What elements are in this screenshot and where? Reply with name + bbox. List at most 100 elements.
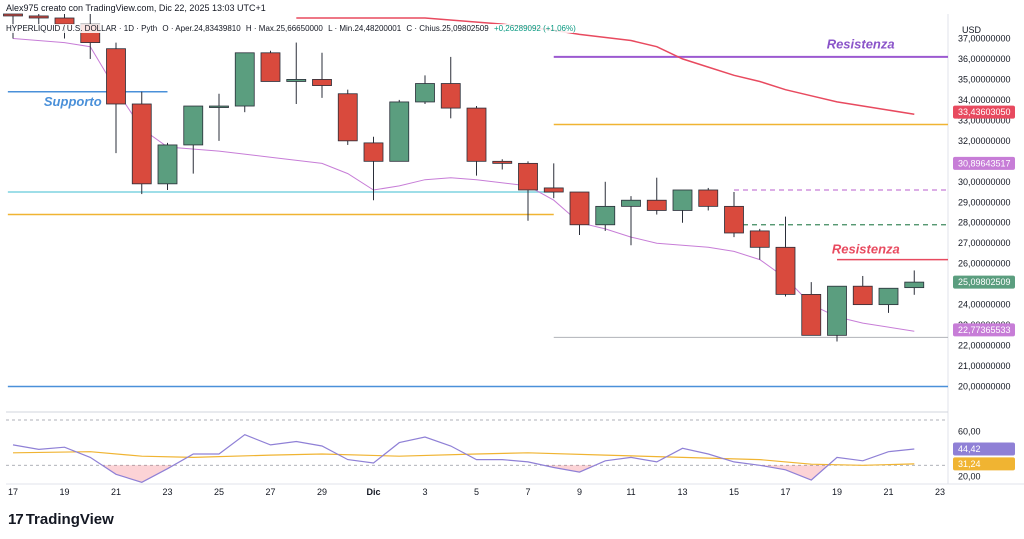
candle-body	[260, 52, 281, 82]
candle-body	[286, 79, 307, 82]
time-tick-label: 19	[59, 487, 69, 497]
candle-body	[466, 107, 487, 162]
candle	[724, 192, 744, 238]
rsi-panel	[6, 419, 948, 483]
candle	[518, 161, 538, 221]
time-tick-label: 29	[317, 487, 327, 497]
time-tick-label: 25	[214, 487, 224, 497]
price-tick-label: 35,00000000	[958, 74, 1011, 84]
price-tick-label: 34,00000000	[958, 95, 1011, 105]
price-tick-label: 32,00000000	[958, 136, 1011, 146]
time-tick-label: 7	[525, 487, 530, 497]
chart-caption: Alex975 creato con TradingView.com, Dic …	[6, 3, 266, 13]
price-badge-bg	[953, 156, 1015, 170]
brand-name: TradingView	[25, 511, 114, 528]
ma-fast-line	[12, 38, 915, 332]
candle	[698, 187, 719, 211]
price-tick-label: 24,00000000	[958, 300, 1011, 310]
candle	[389, 99, 410, 162]
candle	[775, 216, 796, 297]
candle-body	[724, 205, 744, 234]
candle	[337, 89, 358, 145]
rsi-tick-label: 60,00	[958, 426, 981, 436]
candle-body	[646, 199, 667, 211]
price-axis[interactable]: 20,0000000021,0000000022,0000000023,0000…	[953, 33, 1015, 482]
time-tick-label: 3	[422, 487, 427, 497]
price-tick-label: 27,00000000	[958, 238, 1011, 248]
tradingview-logo-icon: 17	[8, 511, 24, 528]
candle-body	[337, 93, 358, 142]
time-tick-label: 23	[935, 487, 945, 497]
candle-body	[492, 160, 513, 164]
candle-body	[415, 83, 435, 103]
candle	[492, 159, 513, 170]
candle-body	[904, 281, 925, 289]
candle	[312, 52, 332, 98]
close-value: C · Chius.25,09802509	[406, 24, 489, 33]
price-badge-text: 33,43603050	[958, 107, 1011, 117]
low-value: L · Min.24,48200001	[328, 24, 402, 33]
price-tick-label: 37,00000000	[958, 33, 1011, 43]
candle-body	[312, 79, 332, 86]
candle-body	[698, 189, 719, 207]
candle	[878, 287, 899, 313]
candle-body	[363, 142, 384, 162]
price-badge-bg	[953, 323, 1015, 337]
rsi-badge-bg	[953, 457, 1015, 471]
price-badge: 25,09802509	[953, 275, 1015, 289]
price-badge-text: 30,89643517	[958, 158, 1011, 168]
rsi-tick-label: 20,00	[958, 472, 981, 482]
currency-label: USD	[962, 25, 982, 35]
candle	[646, 177, 667, 215]
candle	[440, 56, 461, 119]
rsi-badge-bg	[953, 442, 1015, 456]
symbol-name[interactable]: HYPERLIQUID / U.S. DOLLAR · 1D · Pyth	[6, 24, 158, 33]
candle	[827, 285, 847, 342]
candle-body	[209, 105, 229, 108]
candle-body	[518, 162, 538, 191]
candle	[621, 196, 641, 246]
candle-body	[852, 285, 873, 306]
time-axis[interactable]: 17 19 21 23 25 27 29 Dic 3 5 7 9 11 13 15 17 19 21 23	[8, 487, 945, 497]
candle	[904, 270, 925, 295]
candle	[569, 191, 590, 236]
candle-body	[595, 205, 616, 226]
candle	[466, 106, 487, 176]
price-badge-bg	[953, 275, 1015, 289]
candle	[131, 91, 152, 195]
candle-body	[440, 83, 461, 109]
price-tick-label: 26,00000000	[958, 259, 1011, 269]
ohlc-legend: HYPERLIQUID / U.S. DOLLAR · 1D · Pyth O …	[6, 24, 579, 33]
price-tick-label: 20,00000000	[958, 382, 1011, 392]
time-tick-label: 21	[111, 487, 121, 497]
time-tick-label: 27	[265, 487, 275, 497]
price-tick-label: 36,00000000	[958, 54, 1011, 64]
time-tick-label: 23	[162, 487, 172, 497]
annotation-label: Supporto	[44, 94, 102, 109]
price-tick-label: 28,00000000	[958, 218, 1011, 228]
candle	[672, 189, 693, 223]
change-value: +0,26289092 (+1,06%)	[493, 24, 576, 33]
price-badge: 30,89643517	[953, 156, 1015, 170]
candle	[260, 50, 281, 82]
tradingview-brand[interactable]: 17 TradingView	[8, 511, 114, 528]
rsi-ma-line	[12, 451, 915, 466]
time-tick-label: 21	[883, 487, 893, 497]
candle-body	[827, 285, 847, 336]
candle	[363, 136, 384, 201]
candle	[801, 282, 822, 336]
candle-body	[672, 189, 693, 211]
candle	[415, 75, 435, 104]
time-tick-label: 17	[8, 487, 18, 497]
annotation-label: Resistenza	[827, 37, 895, 52]
time-tick-label: 13	[677, 487, 687, 497]
price-badge: 22,77365533	[953, 323, 1015, 337]
price-tick-label: 33,00000000	[958, 115, 1011, 125]
candle-body	[801, 293, 822, 336]
candlesticks	[3, 13, 925, 342]
rsi-badge: 44,42	[953, 442, 1015, 456]
candle-body	[569, 191, 590, 226]
